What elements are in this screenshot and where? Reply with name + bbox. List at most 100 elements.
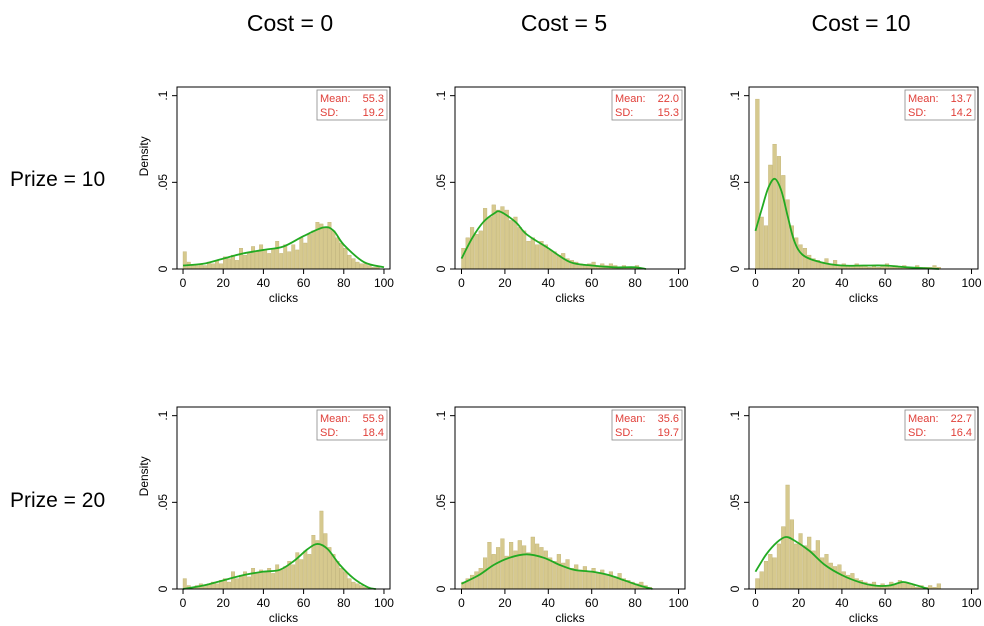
histogram-bar (500, 538, 505, 590)
histogram-bar (351, 581, 356, 590)
histogram-bar (315, 540, 320, 590)
histogram-bar (214, 260, 219, 270)
histogram-bar (617, 573, 622, 590)
y-tick-label: .05 (156, 174, 170, 191)
x-axis-label: clicks (269, 291, 298, 305)
y-tick-label: .1 (156, 90, 170, 100)
histogram-bar (202, 265, 207, 270)
x-tick-label: 20 (498, 276, 512, 290)
histogram-bar (478, 230, 483, 270)
histogram-bar (367, 265, 372, 270)
sd-value: 15.3 (658, 107, 679, 119)
column-title-cost-10: Cost = 10 (811, 10, 911, 36)
histogram-bar (781, 526, 786, 590)
histogram-panel-6: 0 20 40 60 80 100 clicks 0 .05 .1 Mean: 22.7 SD: 16.4 (728, 406, 982, 625)
x-tick-label: 0 (752, 276, 759, 290)
plot-frame (454, 86, 686, 270)
x-tick-label: 40 (835, 596, 849, 610)
x-axis-label: clicks (555, 611, 584, 625)
histogram-bar (772, 143, 777, 270)
x-tick-label: 60 (585, 596, 599, 610)
histogram-bar (798, 533, 803, 590)
x-tick-label: 40 (257, 276, 271, 290)
histogram-bar (807, 536, 812, 590)
histogram-bar (483, 208, 488, 270)
y-tick-label: .1 (434, 410, 448, 420)
histogram-bar (227, 258, 231, 270)
plot-frame (176, 406, 391, 590)
histogram-bar (291, 244, 296, 270)
histogram-bar (798, 244, 803, 270)
sd-value: 14.2 (951, 107, 972, 119)
x-tick-label: 0 (458, 596, 465, 610)
histogram-bar (283, 566, 288, 590)
histogram-bar (906, 583, 911, 590)
plot-frame (748, 406, 979, 590)
mean-label: Mean: (320, 93, 351, 105)
histogram-bar (319, 223, 324, 270)
histogram-bar (539, 547, 544, 590)
density-curve (182, 226, 385, 269)
histogram-bar (487, 542, 492, 590)
y-tick-label: 0 (728, 265, 742, 272)
x-tick-label: 0 (752, 596, 759, 610)
histogram-bar (279, 569, 284, 590)
plot-frame (454, 406, 686, 590)
histogram-panel-2: 0 20 40 60 80 100 clicks 0 .05 .1 Mean: 22.0 SD: 15.3 (434, 86, 689, 305)
histogram-bar (295, 249, 300, 270)
sd-value: 16.4 (951, 427, 972, 439)
histogram-bar (936, 583, 941, 590)
mean-value: 22.0 (658, 93, 679, 105)
histogram-bar (363, 263, 368, 270)
histogram-bar (552, 561, 557, 590)
histogram-bar (789, 519, 794, 590)
stats-box (904, 89, 976, 121)
histogram-bar (194, 265, 199, 270)
histogram-bar (331, 230, 336, 270)
histogram-bar (303, 550, 308, 590)
histogram-bar (247, 253, 251, 270)
histogram-bar (500, 206, 505, 270)
histogram-bar (239, 574, 243, 590)
sd-value: 19.2 (363, 107, 384, 119)
x-tick-label: 0 (180, 596, 187, 610)
x-tick-label: 60 (585, 276, 599, 290)
histogram-bar (355, 583, 360, 590)
histogram-bar (299, 237, 304, 270)
histogram-bar (359, 263, 364, 270)
histogram-bar (776, 156, 782, 270)
histogram-bar (307, 234, 312, 270)
sd-label: SD: (320, 107, 338, 119)
histogram-bar (928, 585, 933, 590)
histogram-bar (182, 251, 187, 270)
histogram-bar (311, 535, 316, 590)
histogram-bar (355, 261, 360, 270)
x-tick-label: 80 (628, 596, 642, 610)
histogram-bar (772, 557, 777, 590)
density-curve (754, 536, 929, 590)
x-tick-label: 80 (337, 596, 351, 610)
mean-value: 35.6 (658, 413, 679, 425)
histogram-bar (339, 242, 344, 270)
histogram-bar (578, 569, 583, 590)
histogram-bar (231, 571, 235, 590)
histogram-bar (474, 234, 479, 270)
x-tick-label: 100 (374, 596, 394, 610)
x-tick-label: 40 (835, 276, 849, 290)
histogram-bar (263, 249, 268, 270)
histogram-bar (755, 98, 760, 270)
histogram-bar (759, 571, 764, 590)
histogram-bar (526, 552, 531, 590)
row-title-prize-20: Prize = 20 (10, 489, 106, 512)
x-tick-label: 20 (792, 596, 806, 610)
histogram-bar (781, 175, 786, 270)
histogram-bar (283, 244, 288, 270)
histogram-bar (347, 578, 352, 590)
histogram-bar (323, 533, 328, 590)
histogram-bar (210, 263, 215, 270)
histogram-bar (509, 542, 514, 590)
stats-box (611, 409, 683, 441)
histogram-bar (491, 554, 496, 590)
histogram-bar (530, 237, 535, 270)
